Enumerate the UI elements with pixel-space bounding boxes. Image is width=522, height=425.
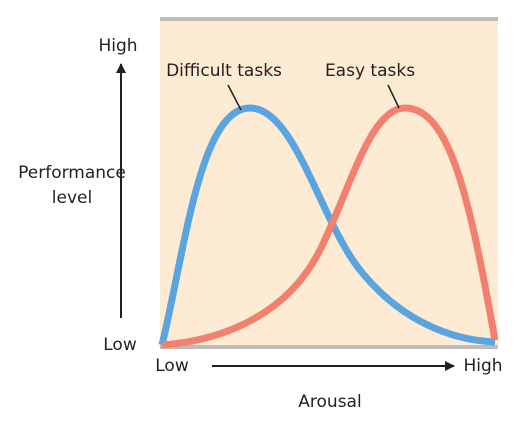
curve-label: Difficult tasks	[166, 61, 282, 81]
y-low-label: Low	[103, 335, 137, 355]
plot-background	[160, 20, 498, 347]
difficult-curve	[158, 104, 496, 346]
x-high-label: High	[463, 356, 502, 376]
curve-label: Easy tasks	[325, 61, 415, 81]
y-title: Performance	[18, 163, 126, 183]
x-title: Arousal	[298, 392, 361, 412]
leader-line	[227, 84, 242, 111]
y-title: level	[52, 188, 92, 208]
y-high-label: High	[98, 36, 137, 56]
leader-line	[387, 84, 400, 109]
easy-curve	[161, 104, 499, 349]
x-low-label: Low	[155, 356, 189, 376]
